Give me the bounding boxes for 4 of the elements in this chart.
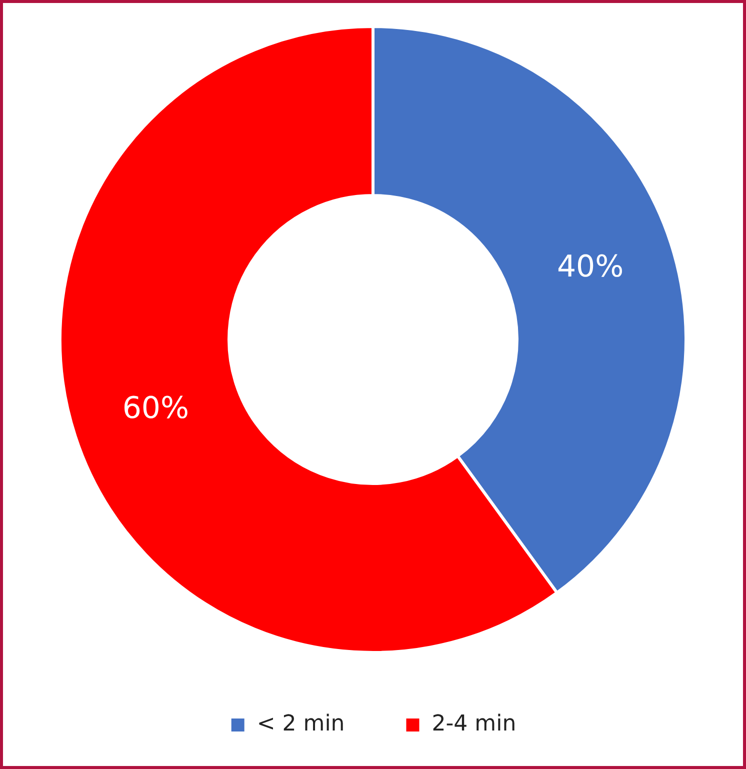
- legend-label: < 2 min: [256, 712, 345, 737]
- data-label: 60%: [122, 390, 190, 426]
- data-label: 40%: [556, 250, 624, 285]
- legend-label: 2-4 min: [432, 712, 516, 737]
